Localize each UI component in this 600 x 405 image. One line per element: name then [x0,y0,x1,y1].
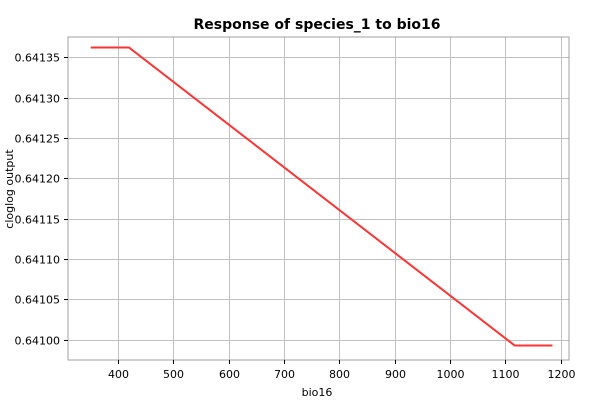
x-tick-label: 1000 [437,368,465,381]
chart-title: Response of species_1 to bio16 [194,17,441,33]
series-line [90,46,553,347]
y-tick-label: 0.64125 [15,133,61,146]
y-tick-label: 0.64135 [15,52,61,65]
y-axis-label: cloglog output [3,149,16,229]
x-tick-label: 400 [108,368,129,381]
y-axis: 0.64100 0.64105 0.64110 0.64115 0.64120 0.641… [15,52,68,348]
y-tick-label: 0.64105 [15,294,61,307]
y-tick-label: 0.64120 [15,173,61,186]
x-axis-label: bio16 [302,386,333,399]
series-layer [90,46,553,347]
x-tick-label: 1100 [492,368,520,381]
grid-layer [68,37,569,360]
x-tick-label: 900 [385,368,406,381]
x-axis: 400 500 600 700 800 900 1000 1100 1200 [108,360,576,381]
plot-frame [67,36,570,361]
y-tick-label: 0.64130 [15,93,61,106]
x-tick-label: 500 [163,368,184,381]
x-tick-label: 700 [274,368,295,381]
x-tick-label: 800 [329,368,350,381]
x-tick-label: 600 [219,368,240,381]
y-tick-label: 0.64100 [15,335,61,348]
y-tick-label: 0.64110 [15,254,61,267]
x-tick-label: 1200 [548,368,576,381]
y-tick-label: 0.64115 [15,214,61,227]
